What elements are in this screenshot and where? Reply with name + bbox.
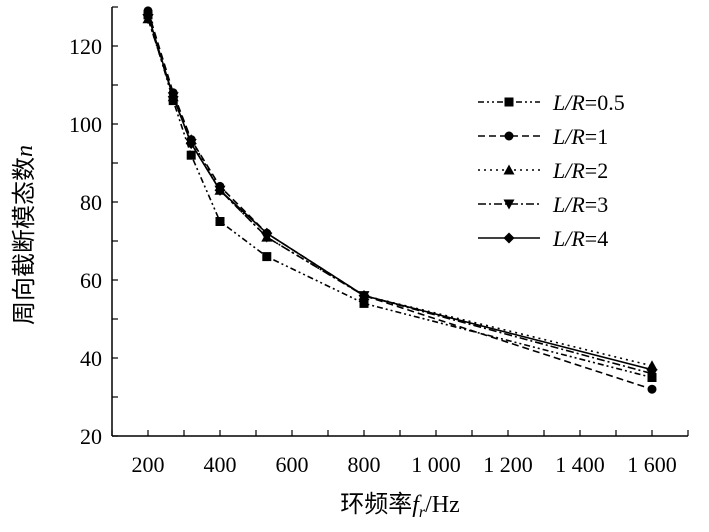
x-tick-label: 1 000 <box>411 452 461 477</box>
data-point <box>261 227 273 239</box>
x-tick-label: 400 <box>204 452 237 477</box>
data-point <box>214 184 226 196</box>
legend-entry: L/R=4 <box>478 226 608 251</box>
data-point <box>262 252 272 262</box>
x-tick-label: 1 400 <box>555 452 605 477</box>
legend-entry: L/R=1 <box>478 124 608 149</box>
data-point <box>185 138 197 149</box>
y-tick-label: 100 <box>69 112 102 137</box>
legend-marker <box>504 97 514 107</box>
legend-label: L/R=0.5 <box>552 90 625 115</box>
legend-label: L/R=1 <box>552 124 608 149</box>
data-point <box>647 384 657 394</box>
data-point <box>167 91 179 103</box>
series-L-R-4 <box>142 9 658 376</box>
legend: L/R=0.5 L/R=1 L/R=2 L/R=3 L/R=4 <box>478 90 625 251</box>
legend-entry: L/R=0.5 <box>478 90 625 115</box>
data-point <box>358 290 370 302</box>
x-tick-label: 800 <box>348 452 381 477</box>
legend-marker <box>504 131 514 141</box>
legend-marker <box>503 199 515 210</box>
data-point <box>142 9 154 21</box>
x-tick-label: 600 <box>276 452 309 477</box>
data-point <box>359 298 369 308</box>
x-axis-label: 环频率fr/Hz <box>340 491 460 521</box>
legend-marker <box>503 164 515 175</box>
x-tick-label: 200 <box>132 452 165 477</box>
legend-label: L/R=2 <box>552 158 608 183</box>
axes: 20 40 60 80 100 120 200 400 600 800 1 000 1 200 1 40… <box>69 6 689 477</box>
x-tick-label: 1 200 <box>483 452 533 477</box>
y-tick-label: 120 <box>69 34 102 59</box>
data-point <box>646 364 658 376</box>
legend-entry: L/R=2 <box>478 158 608 183</box>
y-tick-label: 60 <box>80 268 102 293</box>
legend-label: L/R=4 <box>552 226 608 251</box>
legend-marker <box>503 232 515 244</box>
data-point <box>186 150 196 160</box>
y-tick-label: 20 <box>80 424 102 449</box>
legend-entry: L/R=3 <box>478 192 608 217</box>
y-tick-label: 40 <box>80 346 102 371</box>
data-point <box>215 217 225 226</box>
legend-label: L/R=3 <box>552 192 608 217</box>
y-axis-label: 周向截断模态数n <box>11 145 38 325</box>
series-lines <box>142 6 658 394</box>
x-tick-label: 1 600 <box>627 452 677 477</box>
y-tick-label: 80 <box>80 190 102 215</box>
